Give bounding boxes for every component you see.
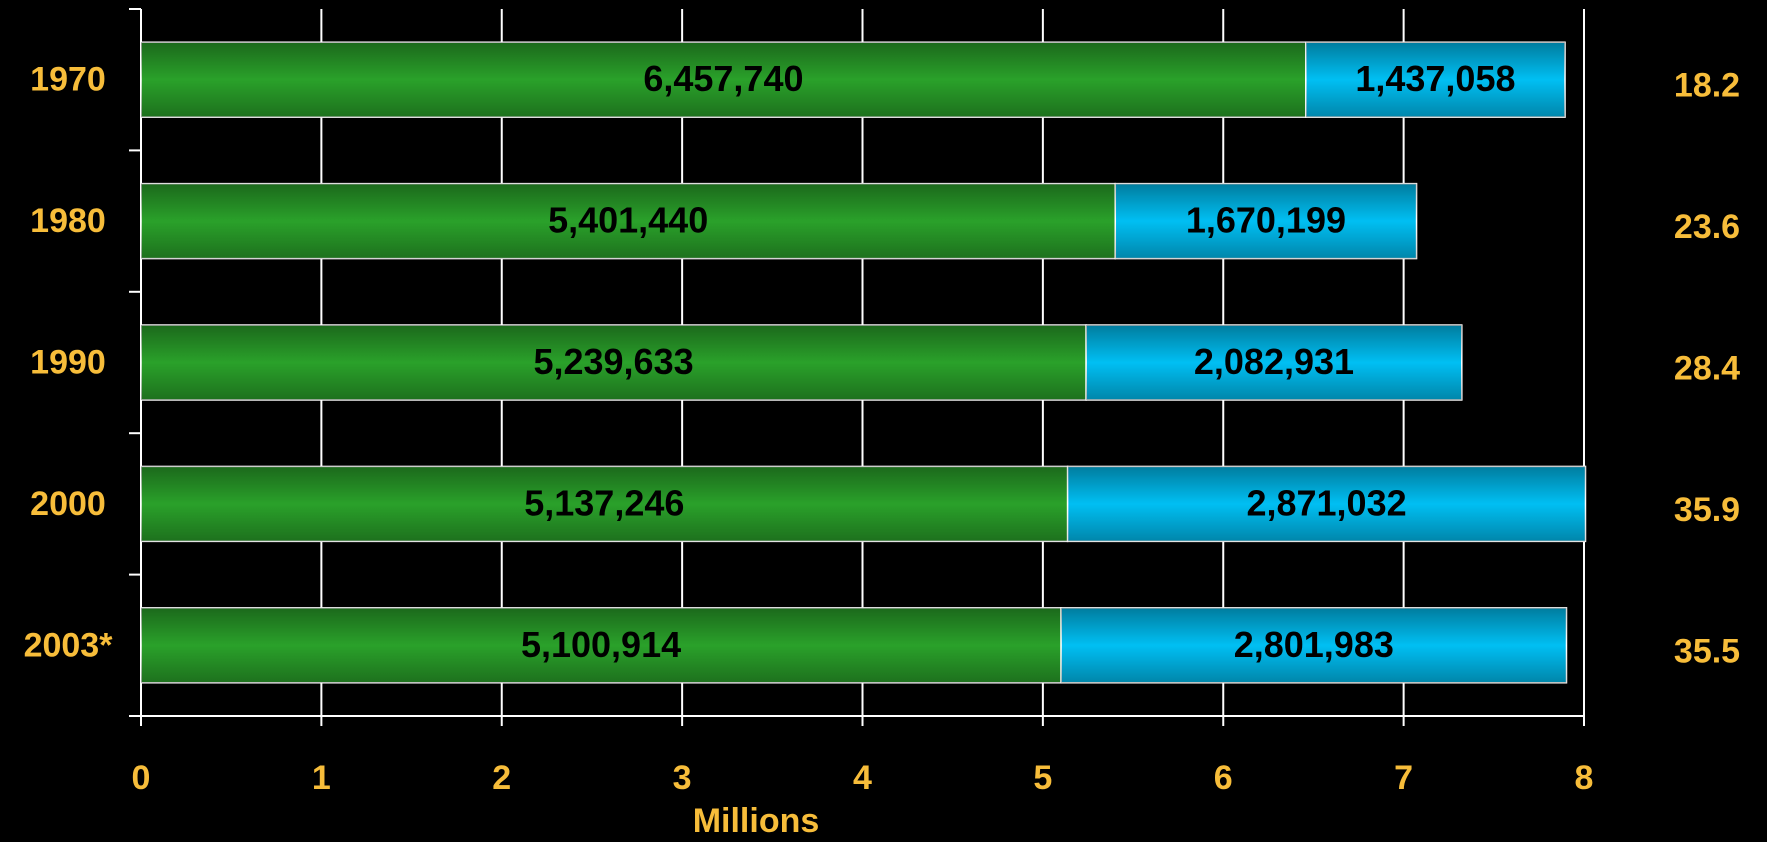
- bar-shade: [1061, 607, 1567, 683]
- bar-shade: [141, 183, 1116, 259]
- data-label: 5,401,440: [548, 200, 708, 241]
- data-label: 2,801,983: [1234, 624, 1394, 665]
- x-tick-label: 3: [673, 759, 692, 797]
- x-tick-label: 1: [312, 759, 331, 797]
- bar-shade: [1115, 183, 1417, 259]
- x-tick-label: 6: [1214, 759, 1233, 797]
- x-tick-label: 2: [492, 759, 511, 797]
- data-label: 6,457,740: [643, 58, 803, 99]
- bar-shade: [141, 42, 1306, 118]
- x-tick-label: 8: [1575, 759, 1594, 797]
- annotation: 18.2: [1674, 67, 1740, 105]
- annotation: 35.5: [1674, 632, 1740, 670]
- x-axis-label: Millions: [693, 802, 820, 840]
- x-tick-label: 5: [1033, 759, 1052, 797]
- bar-shade: [1086, 325, 1462, 400]
- y-tick-label: 2000: [30, 485, 106, 523]
- bar-shade: [141, 466, 1068, 542]
- bar-shade: [1067, 466, 1586, 542]
- data-label: 1,670,199: [1186, 200, 1346, 241]
- y-tick-label: 1990: [30, 343, 106, 381]
- x-tick-label: 7: [1394, 759, 1413, 797]
- bar-shade: [1305, 42, 1566, 118]
- data-label: 5,239,633: [533, 341, 693, 382]
- data-label: 5,100,914: [521, 624, 681, 665]
- data-label: 5,137,246: [524, 482, 684, 523]
- y-tick-label: 1970: [30, 61, 106, 99]
- annotation: 35.9: [1674, 491, 1740, 529]
- data-label: 2,082,931: [1194, 341, 1354, 382]
- annotation: 28.4: [1674, 349, 1740, 387]
- y-tick-label: 1980: [30, 202, 106, 240]
- x-tick-label: 4: [853, 759, 872, 797]
- y-tick-label: 2003*: [24, 626, 114, 664]
- annotation: 23.6: [1674, 208, 1740, 246]
- bar-shade: [141, 607, 1062, 683]
- bar-shade: [141, 325, 1087, 400]
- data-label: 1,437,058: [1355, 58, 1515, 99]
- x-tick-label: 0: [132, 759, 151, 797]
- data-label: 2,871,032: [1246, 482, 1406, 523]
